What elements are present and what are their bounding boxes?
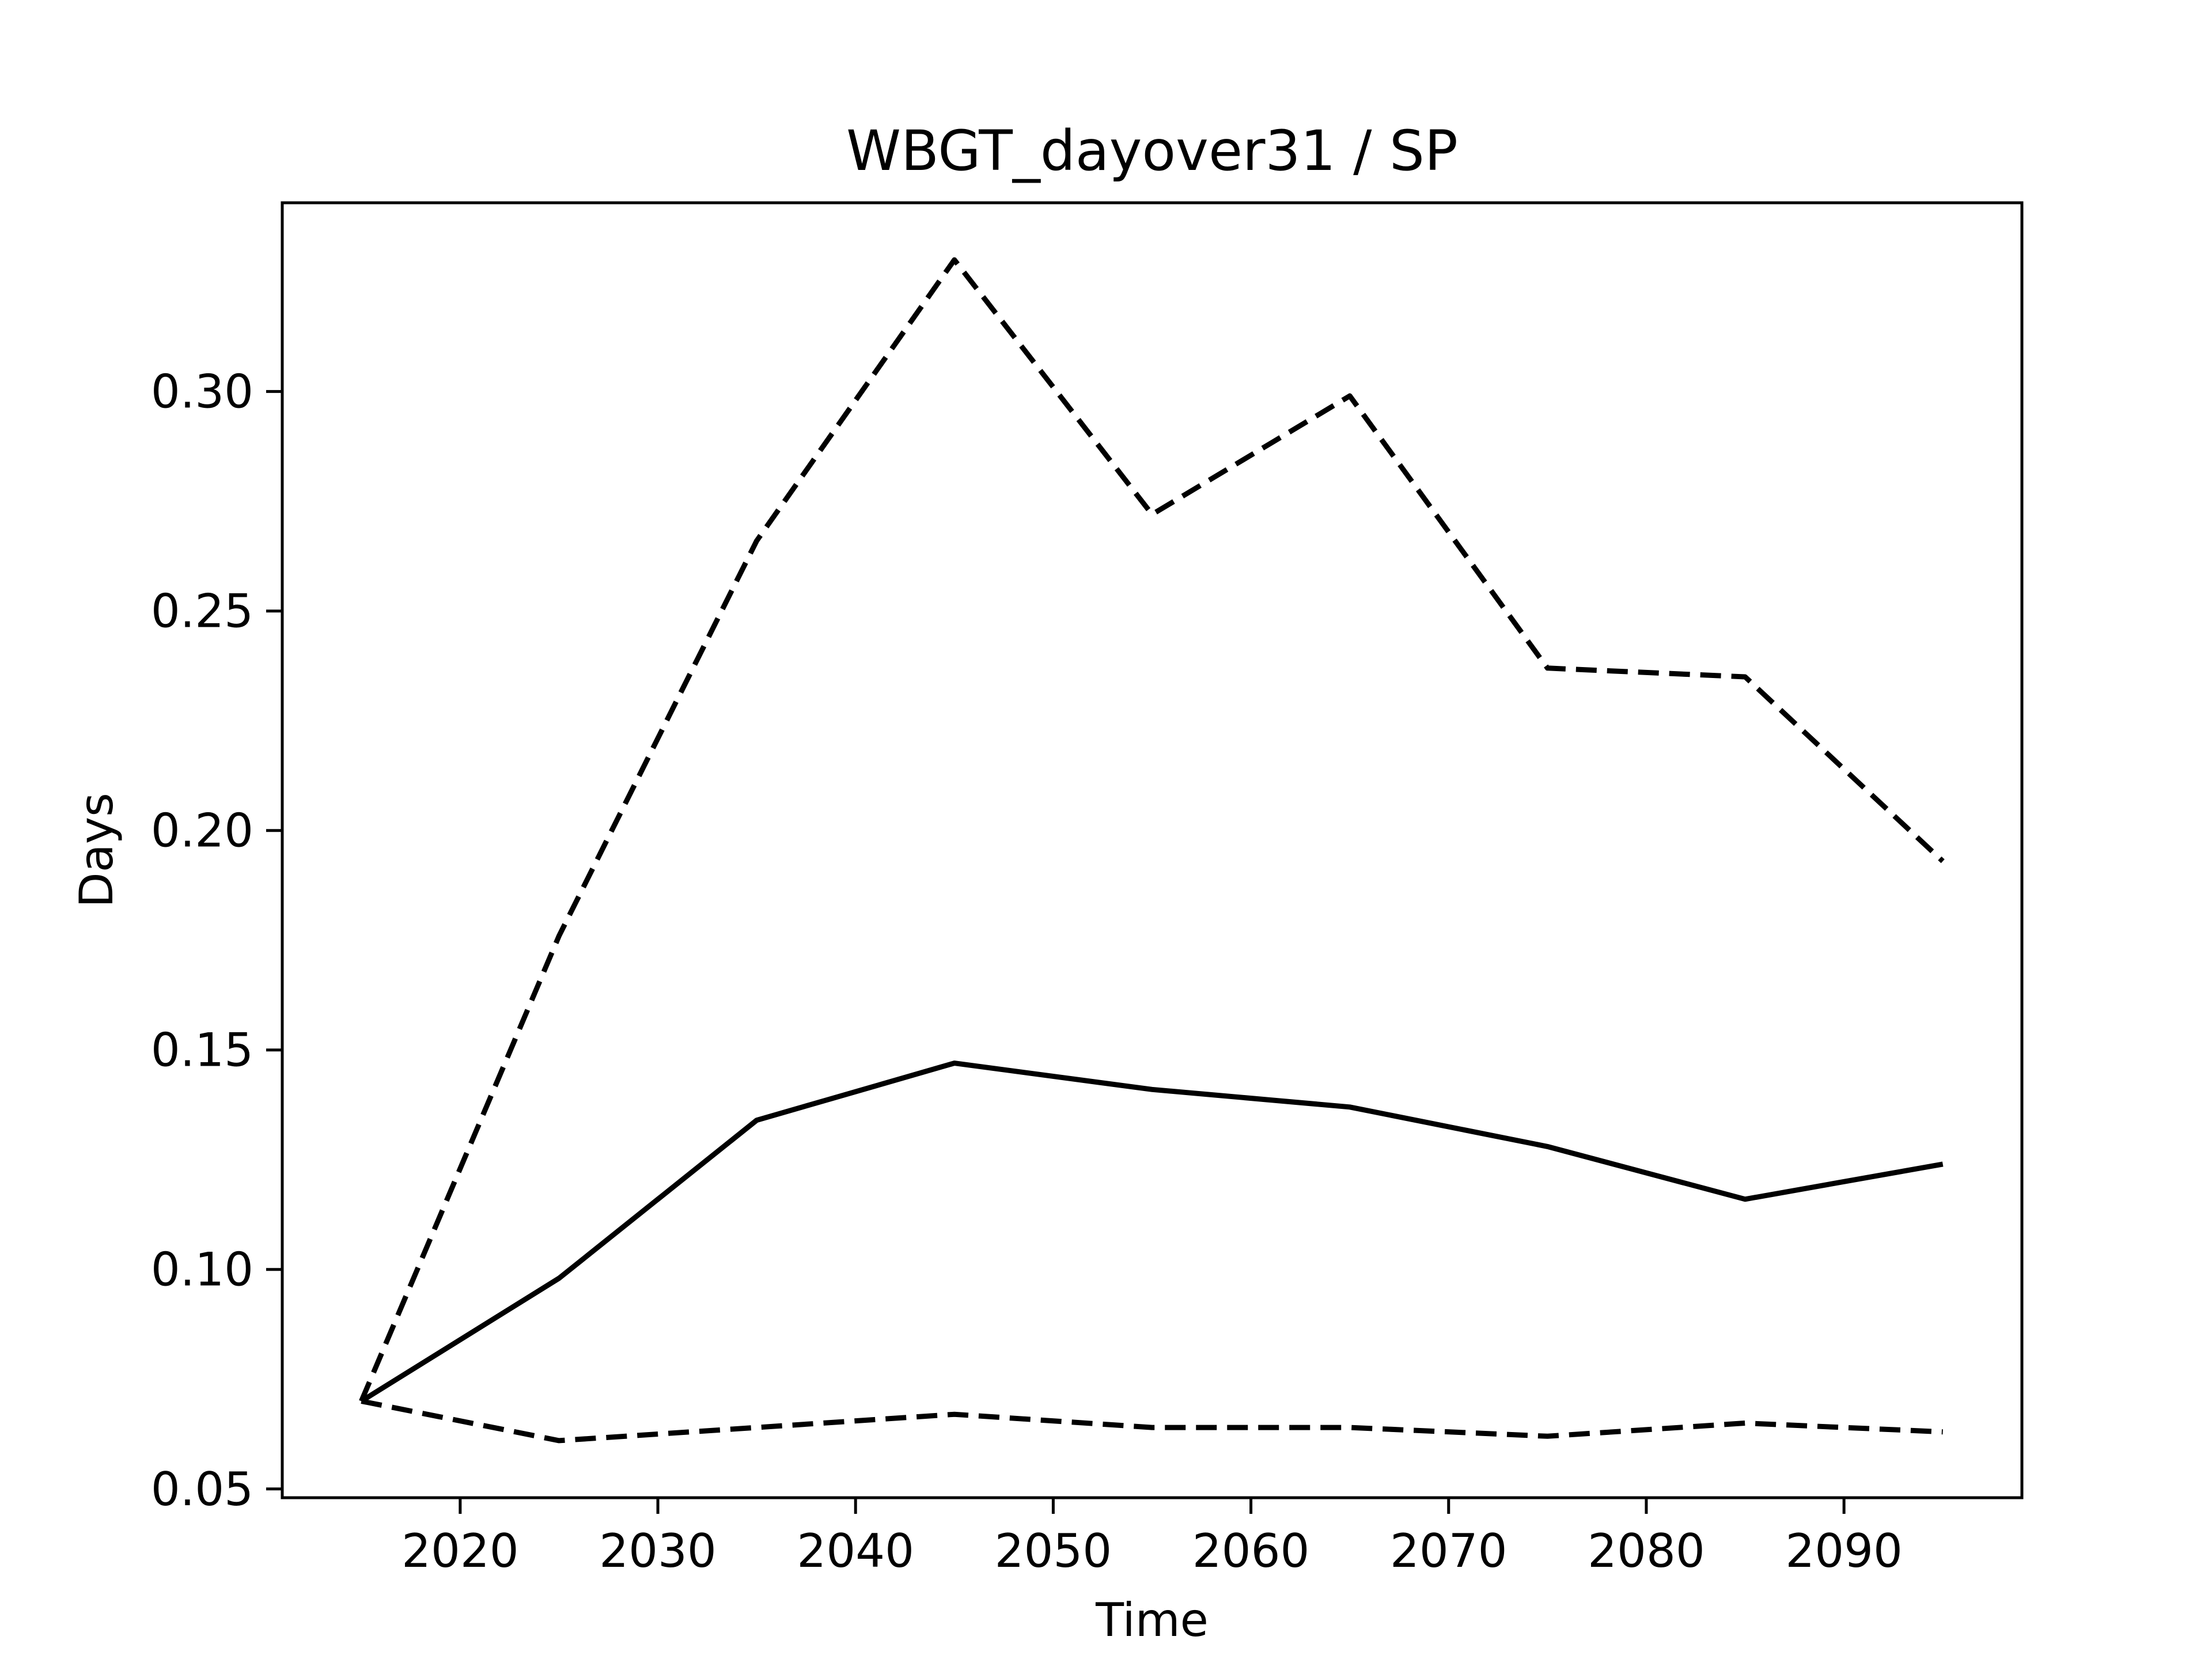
y-tick-label: 0.05: [151, 1463, 253, 1516]
y-axis: 0.05 0.10 0.15 0.20 0.25 0.30: [151, 365, 282, 1516]
plot-frame: [281, 201, 2024, 1499]
x-axis: 2020 2030 2040 2050 2060 2070 2080 2090: [402, 1498, 1903, 1578]
y-tick-label: 0.10: [151, 1243, 253, 1297]
y-tick-label: 0.30: [151, 365, 253, 419]
y-tick-label: 0.15: [151, 1024, 253, 1077]
series-line-3: [361, 1398, 1943, 1444]
x-tick-label: 2040: [797, 1524, 914, 1578]
x-tick-label: 2020: [402, 1524, 519, 1578]
y-tick-label: 0.20: [151, 804, 253, 858]
x-tick-label: 2050: [995, 1524, 1112, 1578]
series-line-2: [359, 1060, 1944, 1404]
x-tick-label: 2060: [1192, 1524, 1310, 1578]
y-axis-label: Days: [70, 793, 123, 908]
series-line-1: [359, 257, 1945, 1403]
x-tick-label: 2030: [599, 1524, 717, 1578]
y-tick-label: 0.25: [151, 585, 253, 638]
x-tick-label: 2070: [1390, 1524, 1508, 1578]
x-tick-label: 2080: [1588, 1524, 1705, 1578]
chart-title: WBGT_dayover31 / SP: [846, 119, 1458, 183]
x-tick-label: 2090: [1785, 1524, 1903, 1578]
series-layer: [359, 257, 1945, 1444]
x-axis-label: Time: [1095, 1593, 1209, 1647]
